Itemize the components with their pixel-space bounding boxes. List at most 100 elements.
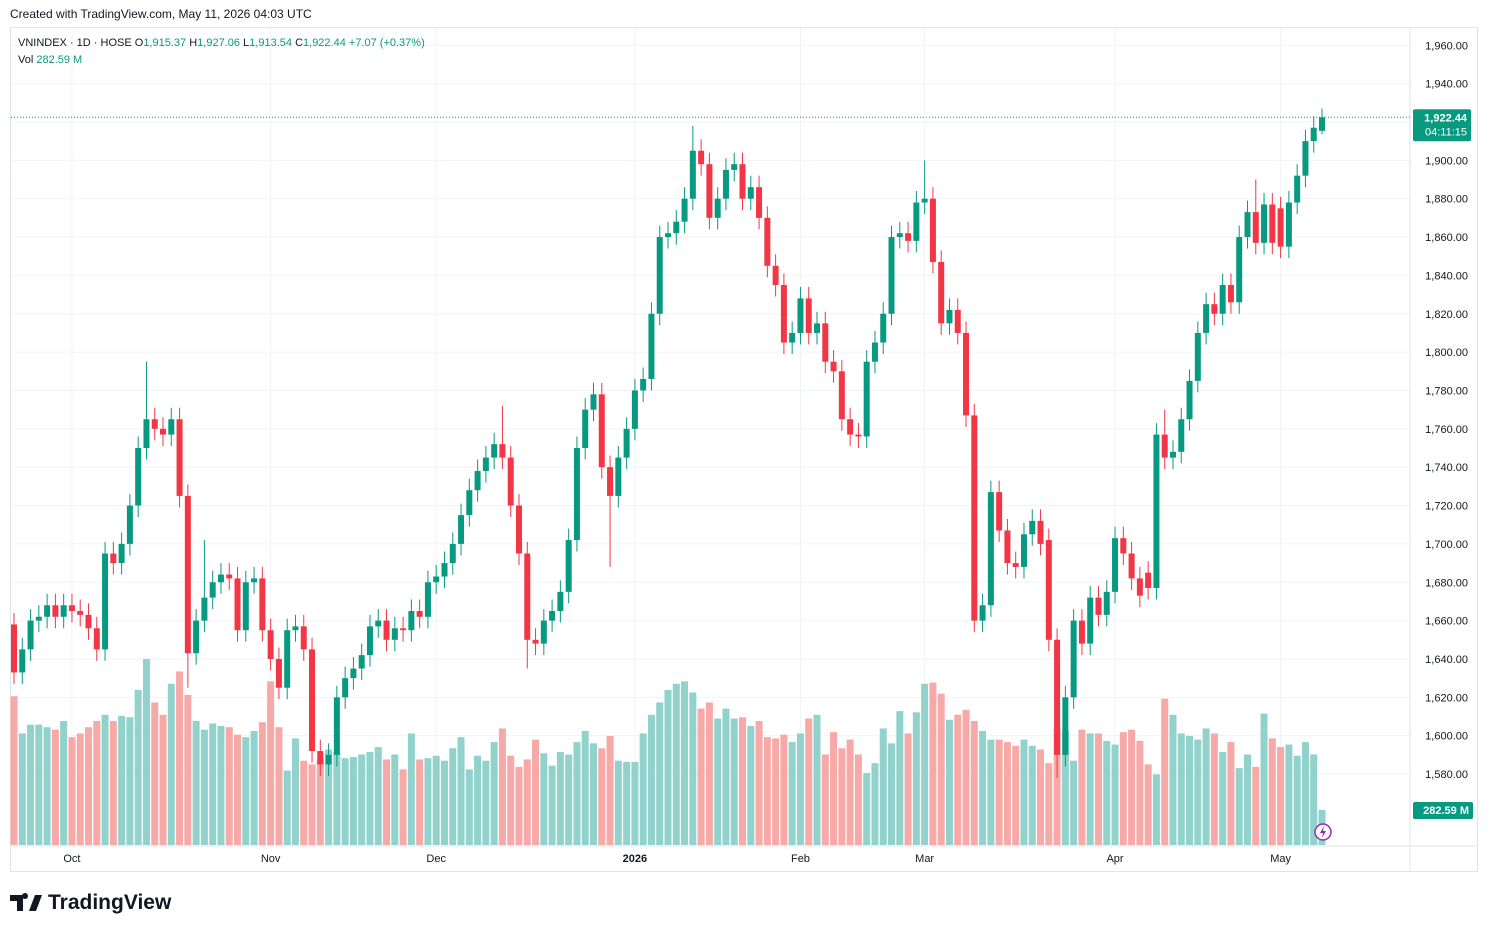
volume-bar [267,681,275,845]
volume-bar [929,682,937,845]
candle-body [325,754,332,765]
volume-bar [904,733,912,845]
candle-body [143,419,150,449]
volume-bar [962,709,970,845]
volume-bar [118,716,126,845]
volume-bar [184,694,192,845]
volume-bar [788,742,796,845]
volume-bar [1194,739,1202,845]
volume-bar [689,692,697,845]
candle-body [259,578,266,631]
volume-bar [523,759,531,845]
candle-body [1294,175,1301,203]
volume-bar [747,725,755,845]
volume-bar [399,769,407,845]
candle-body [1070,620,1077,698]
candle-body [905,233,912,241]
volume-bar [316,759,324,845]
candle-body [309,649,316,752]
candle-body [971,415,978,621]
candle-body [267,630,274,659]
volume-bar [681,681,689,845]
volume-bar [1061,730,1069,845]
candle-body [665,233,671,238]
volume-bar [1012,745,1020,845]
x-tick-label: 2026 [623,853,647,865]
volume-bar [225,727,233,845]
volume-bar [283,770,291,845]
y-tick-label: 1,740.00 [1425,462,1468,474]
candle-body [673,221,680,234]
candle-body [1319,117,1325,131]
volume-bar [995,739,1003,845]
candle-body [1020,534,1027,567]
volume-bar [1277,747,1285,845]
volume-bar [813,714,821,845]
volume-bar [581,730,589,845]
candle-body [987,492,994,606]
candle-body [68,605,75,612]
volume-bar [258,722,266,845]
candle-body [880,313,887,343]
y-tick-label: 1,720.00 [1425,501,1468,513]
volume-bar [507,755,515,845]
volume-bar [1161,698,1169,845]
candle-body [573,448,580,541]
volume-bar [714,718,722,845]
candle-body [499,444,506,458]
candle-body [830,361,837,372]
volume-bar [1310,754,1318,845]
y-tick-label: 1,780.00 [1425,385,1468,397]
candle-body [1261,204,1268,243]
volume-bar [109,721,117,845]
volume-bar [656,702,664,845]
y-tick-label: 1,820.00 [1425,309,1468,321]
open-value: 1,915.37 [143,37,187,49]
x-tick-label: Oct [63,853,80,865]
candle-body [1169,451,1176,458]
x-tick-label: Apr [1106,853,1123,865]
candle-body [607,467,614,496]
volume-bar [647,714,655,845]
candle-body [60,605,67,617]
candle-body [176,419,183,496]
volume-bar [1210,733,1218,845]
candle-body [896,233,903,238]
volume-bar [1252,766,1260,845]
candle-body [722,169,729,199]
candle-body [615,457,622,496]
candle-body [93,628,100,650]
credit: Created with TradingView.com, May 11, 20… [10,7,312,21]
candle-body [201,597,208,621]
volume-bar [854,754,862,845]
candle-body [424,582,431,617]
candle-body [863,361,870,437]
volume-bar [1268,738,1276,845]
y-tick-label: 1,860.00 [1425,232,1468,244]
candle-body [474,471,481,491]
close-value: 1,922.44 [303,37,346,49]
volume-bar [772,738,780,845]
candle-body [284,630,291,688]
volume-bar [1028,745,1036,845]
candle-body [27,620,34,650]
y-tick-label: 1,700.00 [1425,539,1468,551]
volume-bar [76,733,84,845]
candle-body [1211,304,1218,314]
volume-bar [896,711,904,845]
volume-bar [1219,752,1227,845]
candle-body [1161,434,1168,458]
volume-bar [1053,728,1061,845]
volume-bar [176,671,184,845]
volume-bar [722,708,730,845]
x-tick-label: Feb [791,853,810,865]
volume-bar [126,717,134,845]
candle-body [1029,520,1036,535]
candle-body [11,624,17,673]
y-tick-label: 1,600.00 [1425,731,1468,743]
candle-body [772,265,779,285]
close-key: C [295,37,304,49]
last-price-label: 1,922.44 [1424,112,1468,124]
candle-body [1186,380,1193,420]
